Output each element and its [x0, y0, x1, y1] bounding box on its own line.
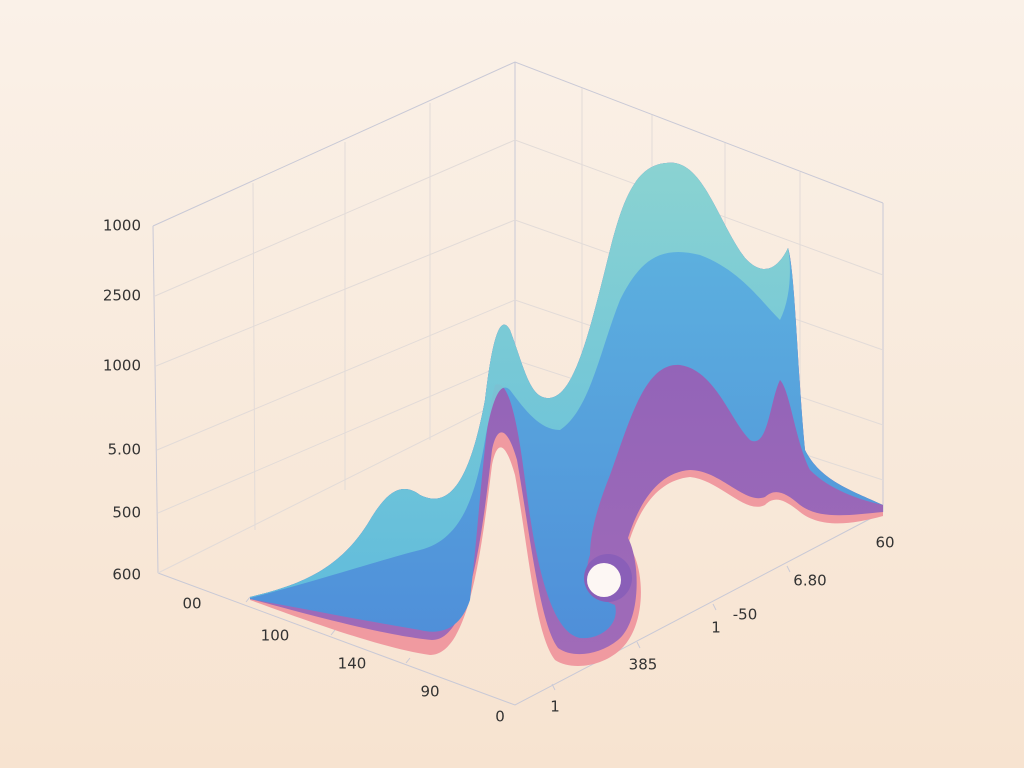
x-tick-label: 140 [338, 655, 367, 673]
z-tick-label: 600 [112, 566, 141, 584]
x-axis-labels: 00 100 140 90 0 [182, 595, 504, 726]
y-axis-labels: 1 385 1 -50 6.80 60 [550, 534, 894, 716]
x-tick-label: 100 [261, 627, 290, 645]
surface-teal [250, 162, 790, 598]
z-tick-label: 1000 [103, 217, 141, 235]
x-tick-label: 0 [495, 708, 505, 726]
surface-loop-hole [587, 563, 621, 597]
surface [250, 162, 883, 666]
z-axis-labels: 1000 2500 1000 5.00 500 600 [103, 217, 141, 584]
z-tick-label: 5.00 [108, 441, 141, 459]
x-tick-label: 00 [182, 595, 201, 613]
z-tick-label: 500 [112, 504, 141, 522]
z-tick-label: 1000 [103, 357, 141, 375]
y-tick-label: 6.80 [793, 572, 826, 590]
y-tick-label: 1 [711, 619, 721, 637]
y-tick-label: 1 [550, 698, 560, 716]
z-tick-label: 2500 [103, 287, 141, 305]
y-tick-label: 60 [875, 534, 894, 552]
y-tick-label: 385 [629, 656, 658, 674]
y-tick-label: -50 [733, 606, 758, 624]
x-tick-label: 90 [420, 683, 439, 701]
